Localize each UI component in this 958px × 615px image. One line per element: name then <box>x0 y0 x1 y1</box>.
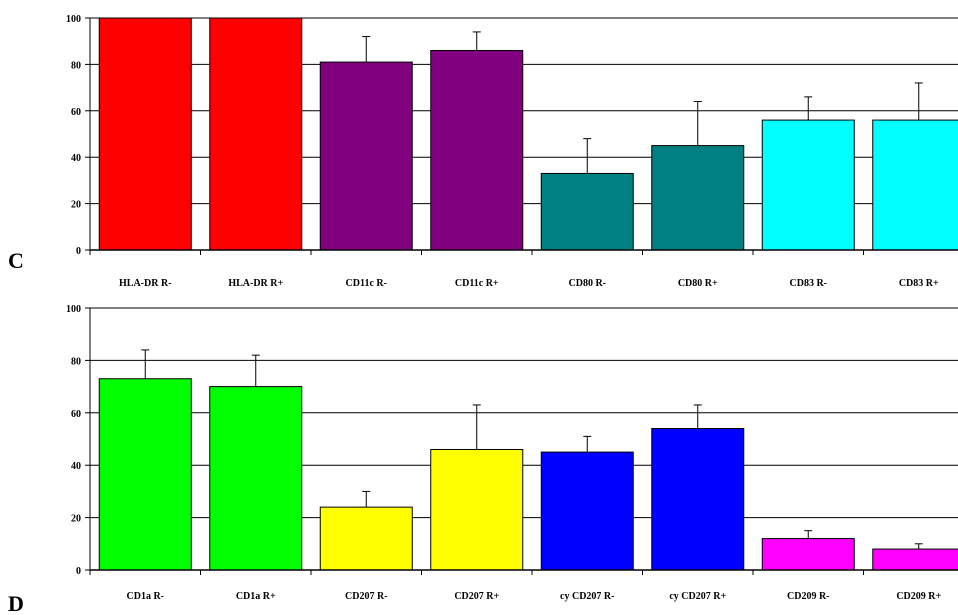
panel-d-bar-3 <box>319 506 413 571</box>
panel-d-bar-8 <box>872 548 958 571</box>
panel-d-x-tick-label: CD209 R- <box>787 591 830 602</box>
panel-d-x-tick-label: cy CD207 R+ <box>669 591 726 602</box>
panel-c-x-tick-label: CD83 R- <box>790 278 828 289</box>
panel-d-x-tick-label: CD1a R+ <box>236 591 276 602</box>
panel-c-y-tick-label: 40 <box>71 153 81 164</box>
panel-d-y-tick-label: 60 <box>71 409 81 420</box>
panel-c-y-tick-label: 20 <box>71 200 81 211</box>
panel-d-bar-5 <box>540 451 634 571</box>
panel-c-y-tick-label: 100 <box>66 14 81 25</box>
panel-d-bar-1 <box>98 378 192 571</box>
panel-c-y-tick-label: 60 <box>71 107 81 118</box>
panel-d-y-tick-label: 20 <box>71 514 81 525</box>
panel-c-x-tick-label: CD11c R- <box>346 278 387 289</box>
panel-c-x-tick-label: CD80 R+ <box>678 278 718 289</box>
panel-d-x-tick-label: cy CD207 R- <box>560 591 614 602</box>
panel-d-bar-7 <box>761 538 855 571</box>
panel-c-bar-7 <box>761 119 855 251</box>
panel-c-x-tick-label: CD83 R+ <box>899 278 939 289</box>
panel-d-x-tick-label: CD209 R+ <box>896 591 941 602</box>
panel-d-y-tick-label: 0 <box>76 566 81 577</box>
panel-d-x-tick-label: CD207 R- <box>345 591 388 602</box>
panel-c-bar-2 <box>209 17 303 251</box>
panel-d-bar-6 <box>651 428 745 571</box>
panel-c-y-tick-label: 80 <box>71 60 81 71</box>
panel-d-bar-2 <box>209 386 303 571</box>
panel-c-bar-3 <box>319 61 413 251</box>
panel-d-y-tick-label: 80 <box>71 356 81 367</box>
panel-d-y-tick-label: 40 <box>71 461 81 472</box>
panel-d-x-tick-label: CD207 R+ <box>454 591 499 602</box>
panel-c-bar-6 <box>651 145 745 251</box>
panel-c-bar-1 <box>98 17 192 251</box>
panel-d-letter: D <box>8 591 24 615</box>
panel-c-bar-8 <box>872 119 958 251</box>
panel-d-chart: 0 20 40 60 80 100 CD1a R- CD1a R+ CD207 R- CD207 … <box>8 304 958 615</box>
panel-c-y-tick-label: 0 <box>76 246 81 257</box>
panel-d-bar-4 <box>430 448 524 571</box>
panel-d-y-tick-label: 100 <box>66 304 81 315</box>
panel-c-x-tick-label: CD11c R+ <box>455 278 499 289</box>
panel-c-x-tick-label: HLA-DR R- <box>119 278 172 289</box>
panel-c-chart: 0 20 40 60 80 100 HLA-DR R- HLA-DR R+ CD11c R- CD… <box>8 14 958 289</box>
panel-c-letter: C <box>8 248 24 273</box>
panel-c-x-tick-label: CD80 R- <box>569 278 607 289</box>
panel-d-x-tick-label: CD1a R- <box>127 591 165 602</box>
panel-c-bar-4 <box>430 49 524 251</box>
panel-c-x-tick-label: HLA-DR R+ <box>228 278 283 289</box>
panel-c-bar-5 <box>540 172 634 251</box>
